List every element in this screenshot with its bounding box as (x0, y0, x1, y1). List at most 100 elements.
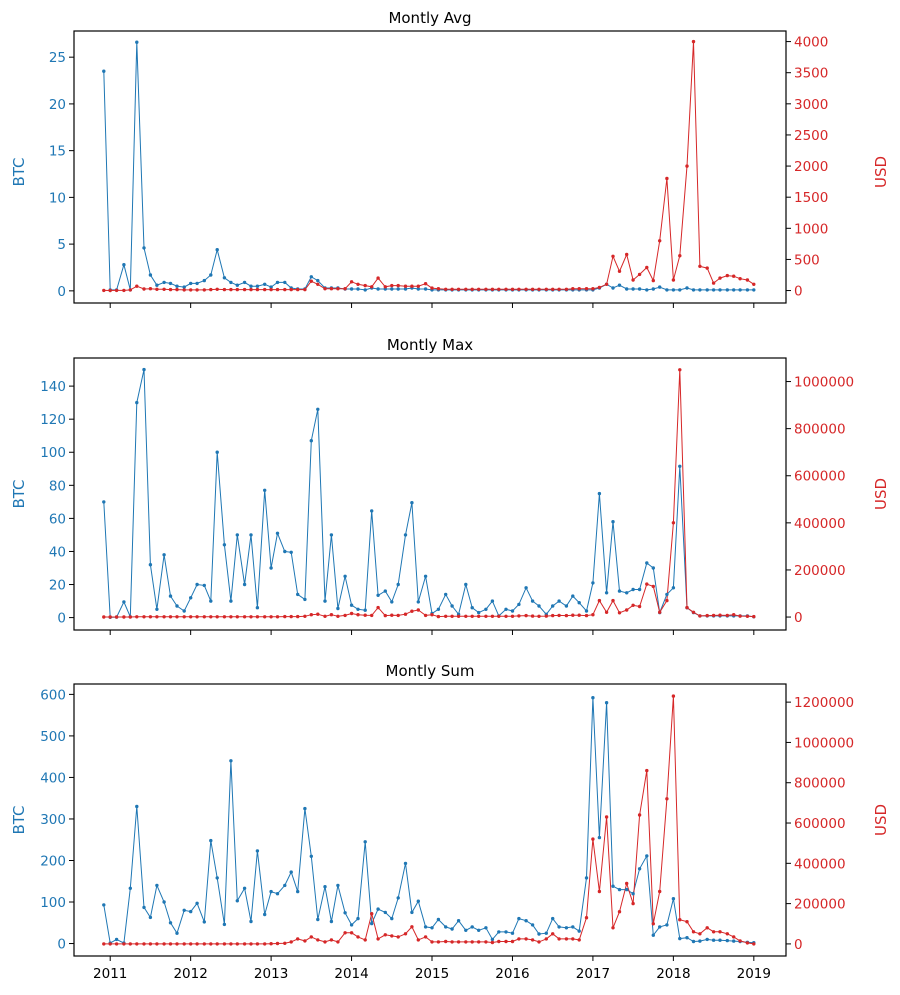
usd-point (637, 813, 642, 817)
btc-point (215, 248, 219, 252)
btc-point (410, 501, 414, 505)
btc-point (464, 928, 468, 932)
usd-point (631, 278, 635, 282)
usd-point (678, 254, 682, 258)
btc-point (685, 286, 689, 290)
usd-point (390, 613, 394, 617)
btc-point (645, 854, 649, 858)
btc-point (450, 927, 454, 931)
btc-point (235, 283, 239, 287)
usd-point (571, 937, 575, 941)
btc-point (229, 759, 233, 763)
usd-point (296, 937, 300, 941)
btc-point (222, 276, 227, 280)
usd-point (283, 287, 287, 292)
btc-point (182, 609, 186, 613)
usd-point (685, 164, 689, 168)
usd-point (490, 614, 495, 618)
usd-point (645, 265, 649, 270)
y-right-tick-label: 200000 (794, 897, 846, 913)
usd-point (651, 278, 655, 283)
usd-point (665, 176, 669, 181)
btc-point (537, 932, 541, 936)
usd-point (658, 610, 662, 614)
usd-point (215, 615, 219, 619)
btc-point (376, 287, 380, 291)
btc-point (263, 488, 267, 492)
usd-point (551, 287, 555, 291)
y-right-tick-label: 4000 (794, 35, 828, 51)
btc-point (416, 600, 420, 604)
btc-point (189, 596, 193, 600)
usd-point (296, 614, 300, 619)
btc-point (390, 287, 394, 291)
usd-point (128, 288, 132, 292)
usd-point (645, 768, 649, 773)
btc-point (383, 589, 387, 593)
btc-point (665, 288, 669, 292)
y-right-tick-label: 1000 (794, 221, 828, 237)
btc-point (275, 280, 280, 285)
btc-point (436, 607, 441, 611)
y-left-axis-label: BTC (10, 479, 28, 508)
usd-point (182, 288, 186, 292)
usd-point (530, 614, 535, 618)
btc-point (456, 919, 461, 923)
usd-point (604, 282, 609, 286)
btc-point (396, 896, 400, 900)
btc-point (584, 876, 589, 880)
usd-point (591, 287, 595, 291)
x-tick-label: 2013 (254, 966, 288, 982)
btc-point (551, 916, 555, 921)
btc-point (444, 925, 448, 929)
btc-point (135, 40, 139, 44)
usd-point (349, 611, 354, 616)
btc-point (370, 921, 374, 926)
btc-point (269, 285, 273, 289)
btc-point (691, 288, 696, 292)
usd-point (363, 938, 367, 942)
usd-point (544, 614, 548, 618)
btc-point (182, 285, 186, 289)
chart-panel-1: Montly Avg 0 5 10 15 20 25 0 500 1000 1500 2000 2500… (10, 9, 890, 308)
usd-point (209, 615, 213, 619)
usd-point (430, 940, 434, 944)
usd-point (711, 930, 716, 934)
usd-point (691, 930, 696, 934)
usd-point (651, 922, 655, 926)
usd-point (289, 287, 293, 292)
btc-point (209, 599, 213, 603)
usd-point (691, 39, 696, 44)
btc-point (423, 925, 428, 929)
usd-point (671, 278, 676, 282)
btc-point (168, 594, 173, 598)
btc-point (484, 926, 488, 930)
btc-point (343, 911, 347, 915)
btc-point (396, 287, 400, 291)
usd-point (209, 287, 213, 292)
btc-point (363, 608, 367, 612)
usd-point (557, 613, 561, 618)
y-left-tick-label: 100 (40, 895, 66, 911)
btc-point (718, 938, 722, 942)
btc-point (651, 287, 655, 291)
btc-point (637, 587, 642, 592)
usd-point (249, 287, 253, 292)
y-left-tick-label: 20 (49, 97, 66, 113)
btc-point (303, 806, 307, 811)
usd-point (242, 287, 247, 292)
btc-point (148, 915, 153, 920)
usd-point (202, 288, 206, 292)
btc-point (316, 917, 320, 922)
btc-point (591, 581, 595, 585)
usd-point (537, 287, 541, 291)
btc-point (671, 897, 676, 901)
btc-point (396, 582, 400, 587)
usd-point (698, 264, 702, 268)
btc-point (316, 278, 320, 283)
btc-point (343, 574, 347, 578)
btc-point (517, 602, 521, 607)
usd-point (108, 942, 112, 946)
usd-point (497, 614, 501, 618)
usd-point (162, 615, 166, 619)
